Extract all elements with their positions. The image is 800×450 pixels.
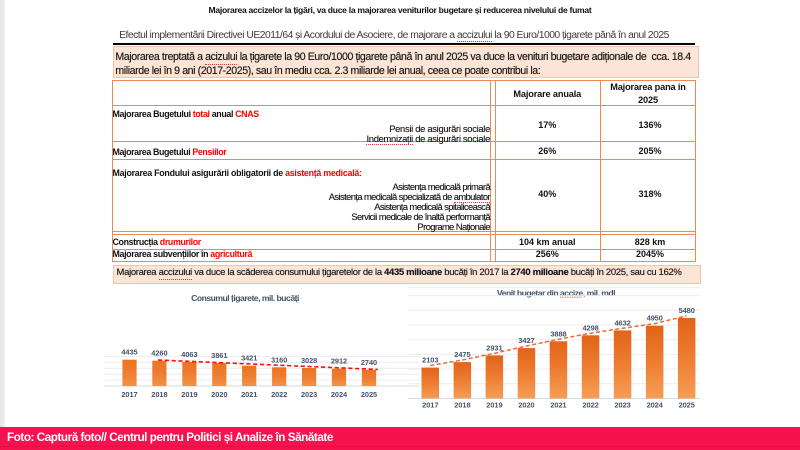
svg-text:4435: 4435 [121,348,137,357]
svg-text:2018: 2018 [454,401,470,410]
svg-text:2740: 2740 [361,358,377,367]
svg-text:2017: 2017 [121,390,137,399]
svg-text:2021: 2021 [550,401,566,410]
svg-text:4950: 4950 [647,314,663,323]
svg-text:3160: 3160 [271,355,287,364]
svg-text:4063: 4063 [181,350,197,359]
svg-text:2022: 2022 [582,401,598,410]
svg-text:5480: 5480 [679,306,695,315]
svg-text:3427: 3427 [518,336,534,345]
svg-text:2931: 2931 [486,343,502,352]
svg-text:2024: 2024 [647,401,664,410]
svg-text:3421: 3421 [241,354,257,363]
svg-text:2023: 2023 [301,390,317,399]
svg-text:2020: 2020 [211,390,227,399]
svg-text:3861: 3861 [211,351,227,360]
svg-text:2023: 2023 [614,401,630,410]
svg-text:2024: 2024 [331,390,348,399]
svg-text:2475: 2475 [454,350,470,359]
svg-text:2021: 2021 [241,390,257,399]
svg-text:Consumul țigarete, mil. bucăți: Consumul țigarete, mil. bucăți [191,293,299,303]
svg-text:4260: 4260 [151,349,167,358]
svg-text:2022: 2022 [271,390,287,399]
svg-text:2025: 2025 [679,401,695,410]
svg-text:2020: 2020 [518,401,534,410]
svg-text:2019: 2019 [486,401,502,410]
svg-text:3028: 3028 [301,356,317,365]
svg-text:4632: 4632 [614,318,630,327]
svg-text:2025: 2025 [361,390,377,399]
svg-text:2103: 2103 [422,356,438,365]
svg-text:2912: 2912 [331,357,347,366]
svg-text:2017: 2017 [422,401,438,410]
svg-text:3888: 3888 [550,329,566,338]
svg-text:Venit bugetar din accize, mil.: Venit bugetar din accize, mil. mdl [497,288,615,298]
svg-text:2018: 2018 [151,390,167,399]
svg-text:4298: 4298 [582,323,598,332]
svg-text:2019: 2019 [181,390,197,399]
